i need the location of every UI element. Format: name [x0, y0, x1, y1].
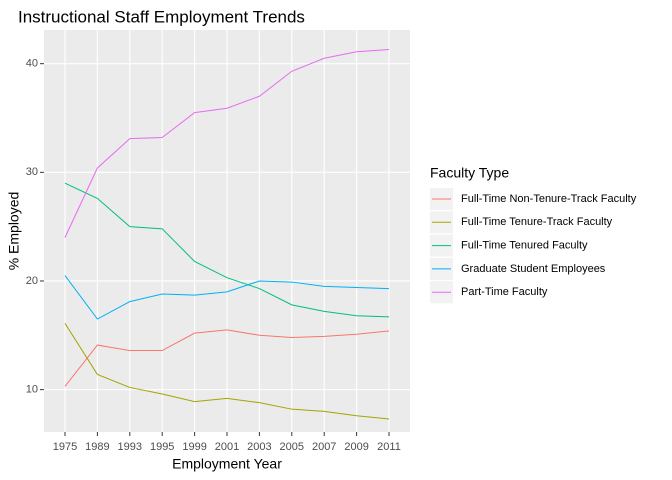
x-tick-label: 2005 — [280, 441, 304, 453]
x-tick-label: 1999 — [182, 441, 206, 453]
x-tick-label: 2007 — [312, 441, 336, 453]
legend-label: Full-Time Non-Tenure-Track Faculty — [461, 193, 637, 205]
x-tick-label: 2001 — [215, 441, 239, 453]
chart-title: Instructional Staff Employment Trends — [18, 7, 305, 26]
legend-label: Full-Time Tenure-Track Faculty — [461, 216, 613, 228]
y-tick-label: 40 — [26, 58, 38, 70]
legend-title: Faculty Type — [430, 165, 509, 181]
y-tick-label: 10 — [26, 384, 38, 396]
x-axis-title: Employment Year — [172, 456, 282, 472]
legend-label: Part-Time Faculty — [461, 286, 548, 298]
series-line — [64, 323, 390, 420]
y-axis-title: % Employed — [6, 192, 22, 271]
series-line — [64, 182, 390, 318]
series-line — [64, 49, 390, 238]
x-tick-label: 2003 — [247, 441, 271, 453]
series-line — [64, 275, 390, 320]
x-tick-label: 1975 — [53, 441, 77, 453]
y-tick-label: 30 — [26, 166, 38, 178]
x-tick-label: 2009 — [344, 441, 368, 453]
series-line — [64, 329, 390, 387]
y-tick-label: 20 — [26, 275, 38, 287]
legend-label: Full-Time Tenured Faculty — [461, 240, 588, 252]
x-tick-label: 1993 — [118, 441, 142, 453]
x-tick-label: 1995 — [150, 441, 174, 453]
x-tick-label: 2011 — [377, 441, 401, 453]
x-tick-label: 1989 — [85, 441, 109, 453]
legend-label: Graduate Student Employees — [461, 263, 606, 275]
